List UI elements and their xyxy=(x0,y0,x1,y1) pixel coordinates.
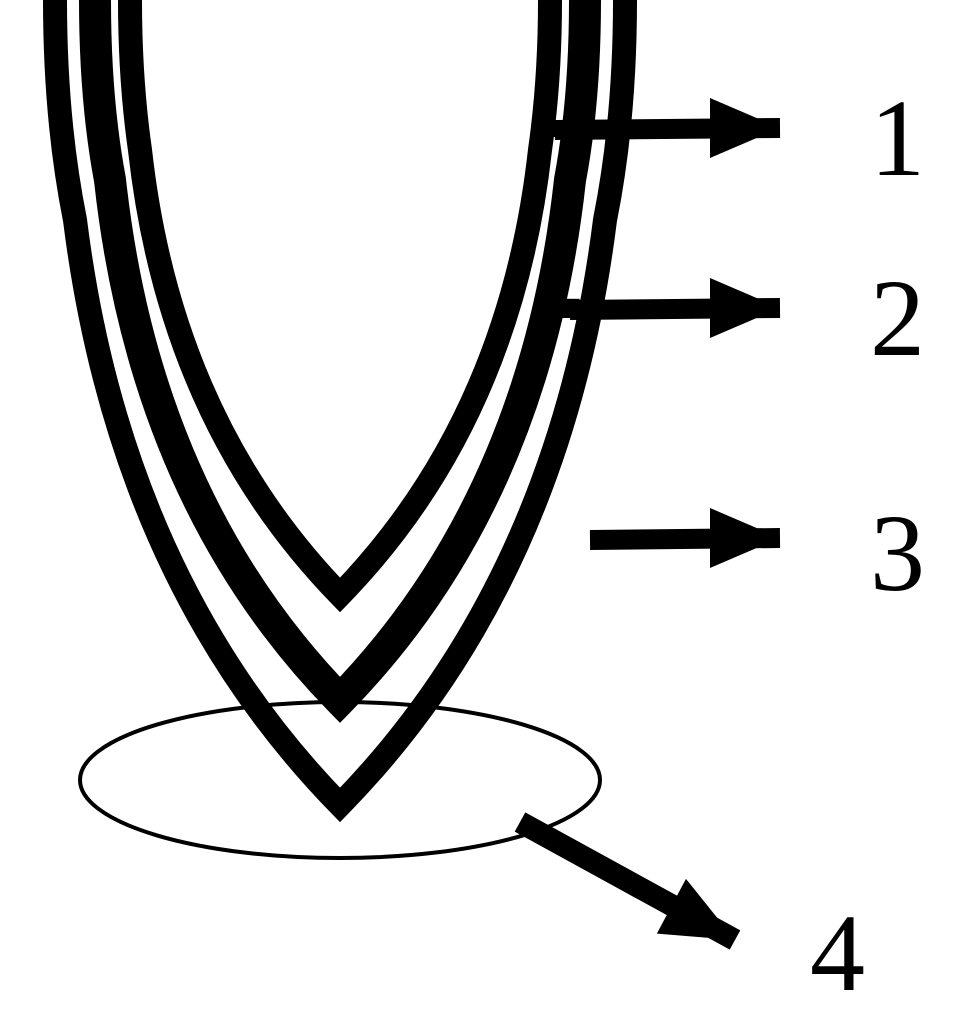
callout-arrowhead-2 xyxy=(710,278,780,338)
callout-arrowhead-1 xyxy=(710,98,780,158)
callout-arrowhead-3 xyxy=(710,508,780,568)
callout-label-4: 4 xyxy=(810,890,865,1017)
callout-label-1: 1 xyxy=(870,75,925,202)
callout-label-2: 2 xyxy=(870,255,925,382)
diagram-svg xyxy=(0,0,967,1000)
callout-label-3: 3 xyxy=(870,490,925,617)
